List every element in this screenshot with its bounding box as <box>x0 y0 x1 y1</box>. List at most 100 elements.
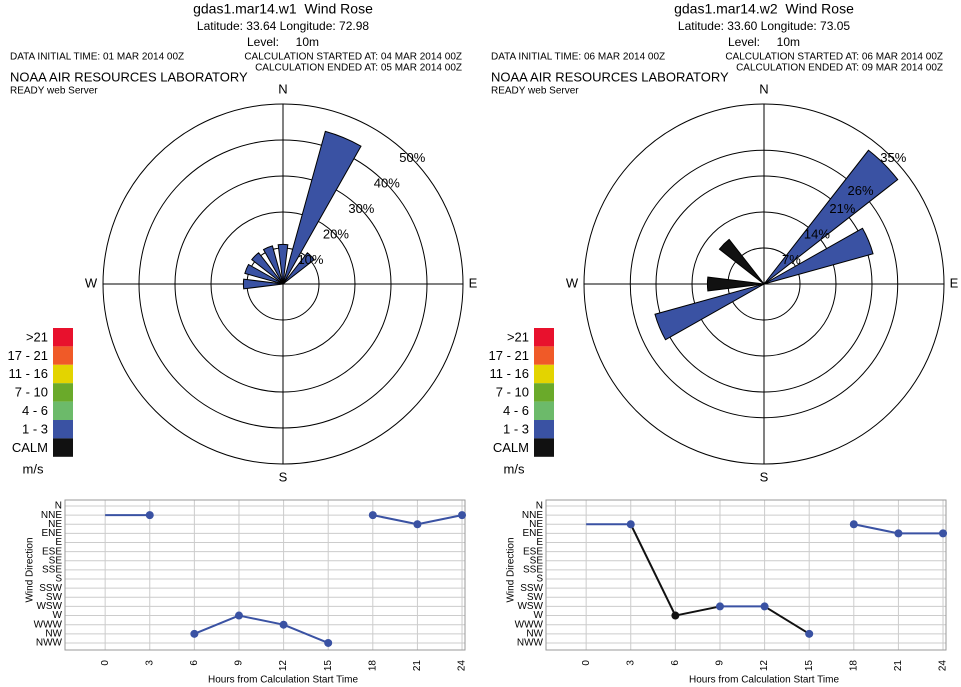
y-tick-label: W <box>53 610 63 621</box>
ring-label: 50% <box>399 150 425 165</box>
y-tick-label: E <box>536 537 543 548</box>
legend-label: >21 <box>507 329 529 344</box>
y-tick-label: SSW <box>520 583 543 594</box>
line-segment <box>853 523 899 535</box>
ring-label: 40% <box>374 176 400 191</box>
x-tick-label: 18 <box>367 660 378 672</box>
data-point <box>368 511 377 520</box>
y-tick-label: SSE <box>523 565 543 576</box>
ring-label: 20% <box>323 227 349 242</box>
x-tick-label: 21 <box>412 660 423 672</box>
rose-sector <box>282 252 315 285</box>
calc-ended: CALCULATION ENDED AT: 09 MAR 2014 00Z <box>736 63 943 74</box>
y-tick-label: ESE <box>42 546 62 557</box>
y-tick-label: NE <box>48 519 62 530</box>
x-tick-label: 21 <box>893 660 904 672</box>
legend-label: 1 - 3 <box>503 421 529 436</box>
legend-swatch <box>53 438 73 457</box>
y-tick-label: ESE <box>523 546 543 557</box>
data-point <box>939 529 948 538</box>
data-point <box>671 611 680 620</box>
legend-swatch <box>534 364 554 384</box>
lab-name: NOAA AIR RESOURCES LABORATORY <box>491 69 729 84</box>
ring-label: 21% <box>829 201 855 216</box>
y-tick-label: SE <box>49 555 63 566</box>
legend-swatch <box>53 420 73 439</box>
x-tick-label: 0 <box>100 660 111 666</box>
y-tick-label: NNE <box>522 510 543 521</box>
line-segment <box>764 605 810 635</box>
legend-swatch <box>534 401 554 420</box>
legend-label: 4 - 6 <box>22 403 48 418</box>
y-tick-label: SSW <box>39 583 62 594</box>
y-tick-label: NW <box>45 628 62 639</box>
line-segment <box>675 605 721 617</box>
rose-sector <box>251 252 284 285</box>
server-name: READY web Server <box>491 86 579 97</box>
calc-ended: CALCULATION ENDED AT: 05 MAR 2014 00Z <box>255 63 462 74</box>
legend-swatch <box>53 383 73 402</box>
x-tick-label: 0 <box>581 660 592 666</box>
data-point <box>715 602 724 611</box>
legend-label: 17 - 21 <box>8 348 48 363</box>
y-axis-title: Wind Direction <box>25 537 36 602</box>
compass-label: N <box>278 81 287 96</box>
data-point <box>849 520 858 529</box>
ring-label: 30% <box>348 201 374 216</box>
line-segment <box>193 614 240 635</box>
plot-frame <box>545 499 947 651</box>
x-tick-label: 12 <box>278 660 289 672</box>
compass-label: S <box>760 469 769 484</box>
legend-swatch <box>534 438 554 457</box>
y-tick-label: WSW <box>36 601 62 612</box>
level: Level: 10m <box>247 35 319 49</box>
data-point <box>458 511 467 520</box>
data-point <box>324 638 333 647</box>
legend-label: >21 <box>26 329 48 344</box>
ring-label: 14% <box>804 227 830 242</box>
legend-swatch <box>534 383 554 402</box>
x-tick-label: 9 <box>715 660 726 666</box>
rose-sector <box>242 278 284 290</box>
data-point <box>760 602 769 611</box>
y-tick-label: NW <box>526 628 543 639</box>
ring-label: 35% <box>880 150 906 165</box>
x-tick-label: 9 <box>234 660 245 666</box>
line-segment <box>629 523 677 616</box>
ring-label: 7% <box>782 252 801 267</box>
y-tick-label: N <box>55 501 62 512</box>
legend-label: 11 - 16 <box>489 366 529 381</box>
rose-sector <box>277 243 289 285</box>
x-tick-label: 24 <box>457 660 468 672</box>
y-tick-label: SE <box>530 555 544 566</box>
line-segment <box>372 514 418 526</box>
rose-sector <box>244 263 284 285</box>
x-tick-label: 18 <box>848 660 859 672</box>
location: Latitude: 33.64 Longitude: 72.98 <box>197 19 369 33</box>
legend-swatch <box>53 401 73 420</box>
data-point <box>894 529 903 538</box>
x-tick-label: 15 <box>804 660 815 672</box>
data-point <box>413 520 422 529</box>
calc-started: CALCULATION STARTED AT: 04 MAR 2014 00Z <box>244 52 462 63</box>
compass-label: W <box>85 275 98 290</box>
rose-sector <box>763 227 874 285</box>
y-tick-label: ENE <box>41 528 62 539</box>
y-tick-label: ENE <box>522 528 543 539</box>
compass-label: W <box>566 275 579 290</box>
legend-label: CALM <box>12 440 48 455</box>
y-tick-label: NNE <box>41 510 62 521</box>
compass-label: N <box>759 81 768 96</box>
legend-swatch <box>53 364 73 384</box>
legend-label: 7 - 10 <box>15 385 48 400</box>
rose-sector <box>718 238 765 285</box>
legend-swatch <box>534 346 554 365</box>
y-tick-label: S <box>536 574 543 585</box>
x-tick-label: 6 <box>189 660 200 666</box>
chart-title: gdas1.mar14.w1 Wind Rose <box>193 1 373 17</box>
rose-sector <box>262 245 284 285</box>
legend-label: 7 - 10 <box>496 385 529 400</box>
y-tick-label: SW <box>46 592 63 603</box>
y-tick-label: SW <box>527 592 544 603</box>
